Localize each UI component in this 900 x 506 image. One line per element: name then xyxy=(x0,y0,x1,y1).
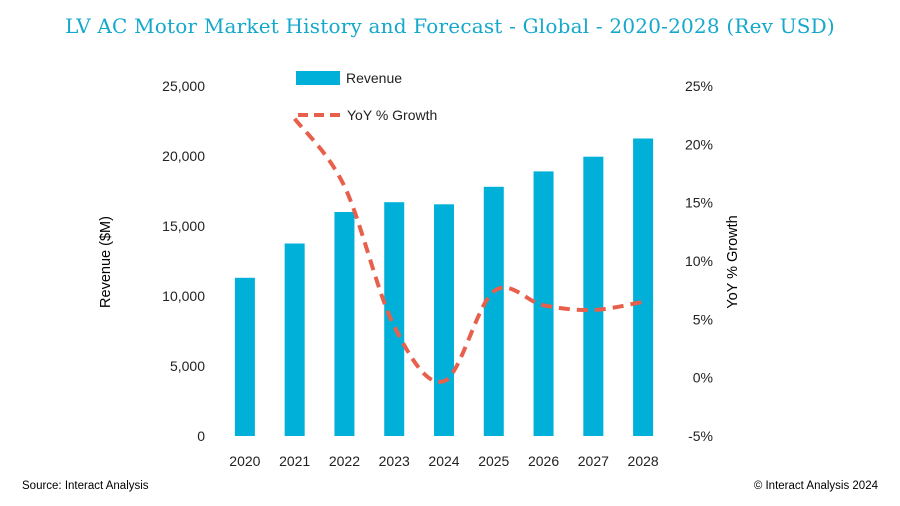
revenue-bar xyxy=(483,186,504,436)
x-tick-label: 2026 xyxy=(528,453,559,469)
right-tick-label: 25% xyxy=(685,78,713,94)
revenue-bar xyxy=(583,156,604,436)
right-tick-label: -5% xyxy=(688,428,713,444)
chart-title: LV AC Motor Market History and Forecast … xyxy=(65,14,835,38)
legend-revenue-swatch xyxy=(296,71,340,85)
revenue-bar xyxy=(234,277,255,436)
source-note: Source: Interact Analysis xyxy=(22,480,149,492)
x-axis-ticks: 2020 2021 2022 2023 2024 2025 2026 2027 2028 xyxy=(229,453,659,469)
legend: Revenue YoY % Growth xyxy=(296,70,437,123)
left-axis-ticks: 0 5,000 10,000 15,000 20,000 25,000 xyxy=(162,78,205,444)
right-tick-label: 20% xyxy=(685,136,713,152)
right-axis-title: YoY % Growth xyxy=(725,215,741,309)
copyright-note: © Interact Analysis 2024 xyxy=(753,480,878,492)
growth-line xyxy=(293,117,644,384)
x-tick-label: 2022 xyxy=(329,453,360,469)
x-tick-label: 2020 xyxy=(229,453,260,469)
revenue-bar xyxy=(284,243,305,436)
right-axis-ticks: -5% 0% 5% 10% 15% 20% 25% xyxy=(685,78,713,444)
legend-revenue-label: Revenue xyxy=(346,70,402,86)
left-tick-label: 25,000 xyxy=(162,78,205,94)
legend-growth-label: YoY % Growth xyxy=(347,107,437,123)
x-tick-label: 2021 xyxy=(279,453,310,469)
left-tick-label: 10,000 xyxy=(162,288,205,304)
right-tick-label: 0% xyxy=(693,370,713,386)
x-tick-label: 2025 xyxy=(478,453,509,469)
revenue-bar xyxy=(633,138,654,436)
left-tick-label: 15,000 xyxy=(162,218,205,234)
x-tick-label: 2028 xyxy=(628,453,659,469)
x-tick-label: 2027 xyxy=(578,453,609,469)
x-tick-label: 2023 xyxy=(379,453,410,469)
left-tick-label: 5,000 xyxy=(170,358,205,374)
right-tick-label: 5% xyxy=(693,311,713,327)
left-tick-label: 0 xyxy=(197,428,205,444)
x-tick-label: 2024 xyxy=(428,453,459,469)
growth-line-group xyxy=(293,117,644,384)
revenue-bars xyxy=(234,138,654,436)
right-tick-label: 15% xyxy=(685,195,713,211)
right-tick-label: 10% xyxy=(685,253,713,269)
revenue-bar xyxy=(334,212,355,436)
left-axis-title: Revenue ($M) xyxy=(98,216,114,308)
revenue-bar xyxy=(384,202,405,436)
revenue-bar xyxy=(434,204,454,436)
left-tick-label: 20,000 xyxy=(162,148,205,164)
